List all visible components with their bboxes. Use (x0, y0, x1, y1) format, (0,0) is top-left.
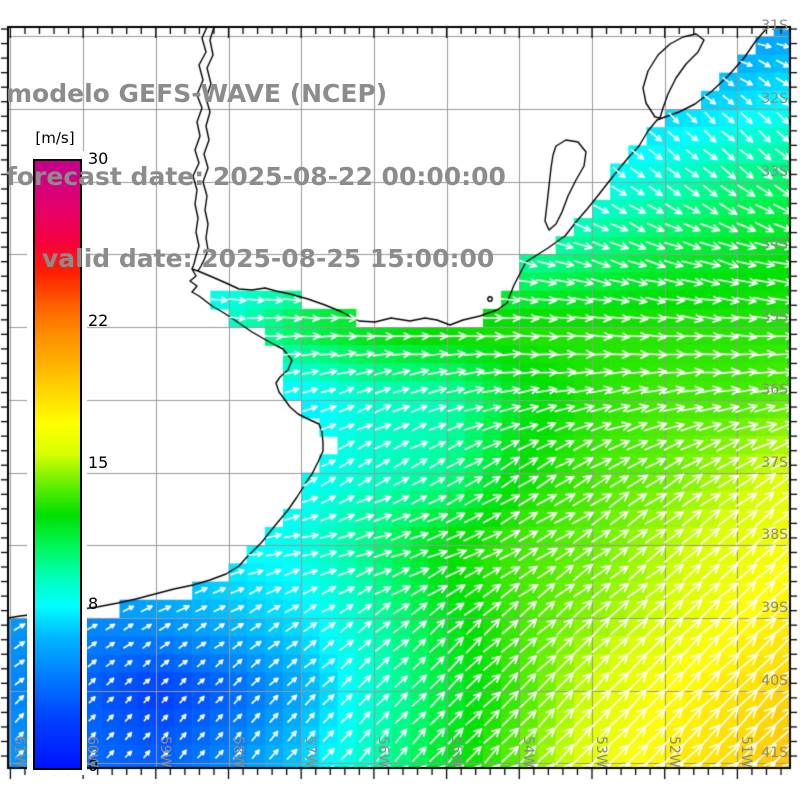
colorbar-tick-label: 8 (88, 594, 99, 614)
lat-label-31S: 31S (761, 18, 788, 35)
lat-label-41S: 41S (761, 745, 788, 762)
colorbar-tick-label: 22 (88, 310, 109, 330)
lon-label-60W: 60W (84, 736, 101, 768)
lon-label-61W: 61W (11, 736, 28, 768)
lat-label-36S: 36S (761, 381, 788, 398)
colorbar-unit-label: [m/s] (35, 129, 75, 147)
lon-label-58W: 58W (229, 736, 246, 768)
colorbar (33, 159, 82, 770)
lat-label-35S: 35S (761, 309, 788, 326)
lon-label-59W: 59W (156, 736, 173, 768)
lat-label-33S: 33S (761, 163, 788, 180)
title-block: modelo GEFS-WAVE (NCEP) forecast date: 2… (6, 25, 506, 328)
lon-label-53W: 53W (593, 736, 609, 768)
lat-label-39S: 39S (761, 599, 788, 616)
valid-date: valid date: 2025-08-25 15:00:00 (42, 244, 495, 273)
colorbar-tick-label: 0 (88, 756, 99, 775)
lon-label-52W: 52W (665, 736, 682, 768)
colorbar-tick-label: 15 (88, 452, 109, 472)
lon-label-57W: 57W (302, 736, 319, 768)
lat-label-40S: 40S (761, 672, 788, 689)
forecast-date: forecast date: 2025-08-22 00:00:00 (6, 161, 506, 191)
lon-label-55W: 55W (447, 736, 464, 768)
lon-label-51W: 51W (738, 736, 755, 768)
lon-label-56W: 56W (374, 736, 391, 768)
model-title: modelo GEFS-WAVE (NCEP) (6, 79, 388, 108)
colorbar-tick-label: 30 (88, 149, 109, 168)
lat-label-32S: 32S (761, 91, 788, 107)
lon-label-54W: 54W (520, 736, 537, 768)
lat-label-37S: 37S (761, 454, 788, 471)
lat-label-38S: 38S (761, 527, 788, 544)
lat-label-34S: 34S (761, 236, 788, 253)
